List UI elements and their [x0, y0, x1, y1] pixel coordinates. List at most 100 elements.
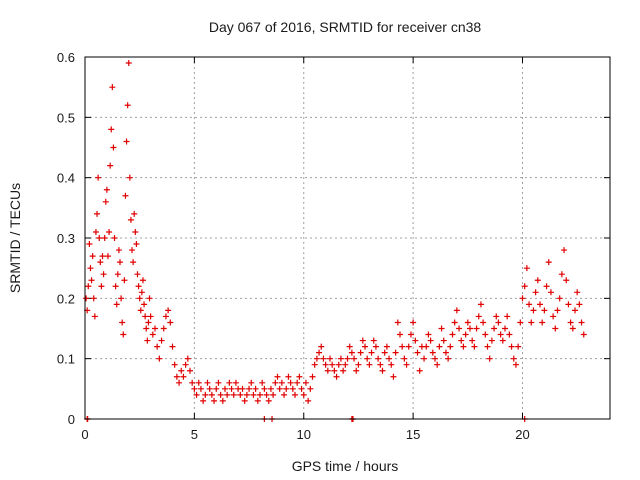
data-point	[578, 319, 585, 326]
data-point	[556, 295, 563, 302]
data-point	[294, 379, 301, 386]
data-point	[147, 313, 154, 320]
data-point	[119, 319, 126, 326]
data-point	[567, 319, 574, 326]
y-tick-label: 0.1	[57, 352, 75, 367]
data-point	[359, 337, 366, 344]
data-point	[510, 355, 517, 362]
data-point	[241, 397, 248, 404]
data-point	[377, 361, 384, 368]
data-point	[217, 391, 224, 398]
data-point	[219, 397, 226, 404]
data-point	[117, 259, 123, 266]
data-point	[272, 379, 279, 386]
data-point	[519, 295, 526, 302]
data-point	[477, 301, 484, 308]
data-point	[394, 319, 401, 326]
data-point	[429, 349, 436, 356]
data-point	[493, 313, 500, 320]
data-point	[239, 385, 246, 392]
x-tick-label: 20	[515, 427, 529, 442]
data-point	[576, 301, 583, 308]
data-point	[458, 337, 465, 344]
plot-frame	[84, 56, 611, 420]
data-point	[152, 325, 158, 332]
data-point	[237, 391, 244, 398]
data-point	[85, 283, 92, 290]
data-point	[324, 367, 331, 374]
data-point	[278, 379, 285, 386]
data-point	[499, 337, 506, 344]
data-point	[88, 277, 95, 284]
data-point	[543, 283, 550, 290]
data-point	[154, 343, 161, 350]
data-point	[106, 228, 113, 235]
data-point	[318, 343, 325, 350]
data-point	[386, 355, 393, 362]
data-point	[160, 325, 167, 332]
data-point	[534, 277, 541, 284]
data-point	[512, 361, 519, 368]
data-point	[561, 247, 568, 254]
data-point	[388, 361, 395, 368]
data-point	[532, 289, 539, 296]
data-point	[211, 397, 218, 404]
data-point	[375, 355, 382, 362]
data-point	[440, 337, 447, 344]
data-point	[158, 337, 165, 344]
data-point	[438, 325, 445, 332]
data-point	[539, 319, 546, 326]
data-point	[565, 301, 572, 308]
data-point	[121, 277, 128, 284]
data-point	[125, 60, 132, 67]
data-point	[110, 144, 117, 151]
data-point	[137, 307, 144, 314]
data-point	[130, 259, 137, 266]
data-point	[108, 126, 115, 133]
data-point	[120, 331, 127, 338]
data-point	[572, 307, 578, 314]
data-point	[327, 355, 333, 362]
data-point	[482, 331, 489, 338]
data-point	[405, 343, 412, 350]
data-point	[133, 241, 140, 248]
data-point	[113, 301, 120, 308]
data-point	[558, 271, 565, 278]
data-point	[346, 343, 353, 350]
data-point	[197, 385, 204, 392]
data-point	[187, 367, 193, 374]
data-point	[370, 337, 377, 344]
data-point	[167, 319, 174, 326]
y-tick-label: 0.5	[57, 110, 75, 125]
data-point	[252, 385, 259, 392]
data-point	[134, 271, 141, 278]
data-point	[228, 385, 235, 392]
data-point	[473, 325, 480, 332]
data-point	[100, 271, 107, 278]
data-point	[215, 379, 222, 386]
data-point	[149, 331, 156, 338]
data-point	[176, 379, 183, 386]
data-point	[467, 325, 473, 332]
data-point	[145, 319, 152, 326]
data-point	[401, 355, 408, 362]
data-point	[537, 301, 543, 308]
data-point	[550, 313, 557, 320]
gridlines	[85, 57, 610, 419]
y-tick-label: 0.6	[57, 50, 75, 65]
data-point	[123, 138, 130, 145]
data-point	[287, 379, 294, 386]
data-point	[392, 349, 399, 356]
data-point	[480, 319, 487, 326]
data-point	[364, 355, 371, 362]
data-point	[517, 319, 524, 326]
data-point	[103, 186, 110, 193]
data-point	[460, 343, 467, 350]
data-point	[515, 343, 522, 350]
data-point	[99, 253, 106, 260]
data-point	[173, 373, 180, 380]
data-point	[410, 319, 417, 326]
data-point	[135, 283, 142, 290]
data-point	[313, 355, 320, 362]
